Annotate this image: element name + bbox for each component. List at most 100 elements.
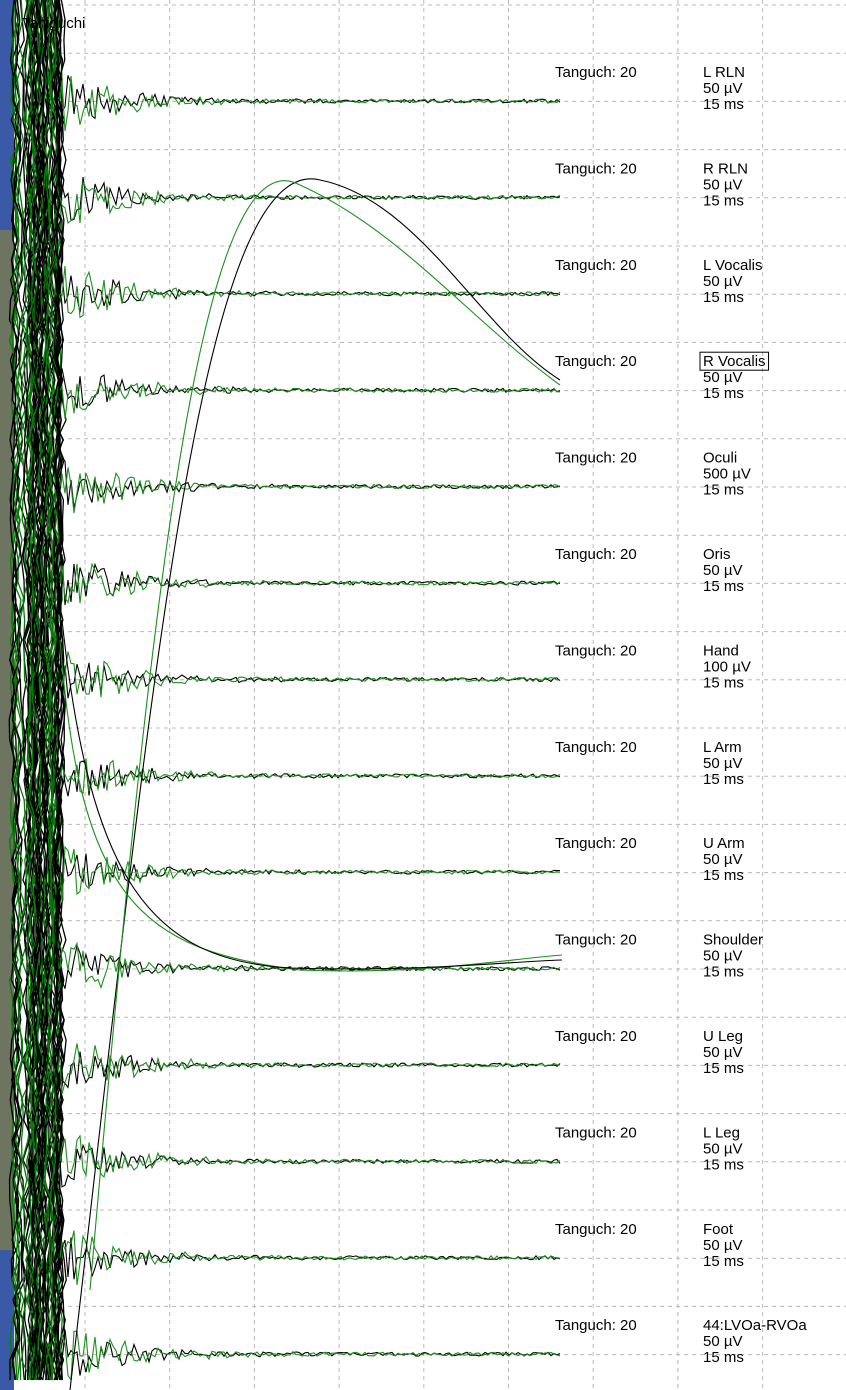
channel-gain: 50 µV	[703, 851, 743, 868]
artifact-trace	[53, 0, 65, 1381]
patient-title: Taniguchi	[22, 15, 85, 32]
channel-gain: 50 µV	[703, 562, 743, 579]
channel-source: Tanguch: 20	[555, 1221, 637, 1238]
channel-gain: 50 µV	[703, 80, 743, 97]
channel-source: Tanguch: 20	[555, 546, 637, 563]
channel-name: L Leg	[703, 1124, 740, 1141]
channel-trace	[59, 368, 561, 409]
channel-sweep: 15 ms	[703, 867, 744, 884]
artifact-trace	[31, 0, 43, 1381]
artifact-trace	[22, 0, 34, 1381]
channel-name: 44:LVOa-RVOa	[703, 1317, 807, 1334]
selection-box	[699, 351, 770, 371]
channel-gain: 50 µV	[703, 1237, 743, 1254]
channel-trace	[59, 758, 561, 795]
channel-trace	[59, 1330, 561, 1382]
channel-trace	[59, 1051, 561, 1089]
channel-trace	[59, 1043, 561, 1095]
channel-source: Tanguch: 20	[555, 739, 637, 756]
artifact-trace	[44, 0, 56, 1381]
overlay-curve	[89, 180, 561, 1291]
channel-trace	[59, 943, 561, 989]
channel-name: R Vocalis	[703, 353, 766, 370]
channel-sweep: 15 ms	[703, 192, 744, 209]
channel-trace	[59, 757, 561, 797]
channel-trace	[59, 76, 561, 132]
channel-sweep: 15 ms	[703, 1156, 744, 1173]
channel-source: Tanguch: 20	[555, 1317, 637, 1334]
channel-sweep: 15 ms	[703, 96, 744, 113]
artifact-trace	[39, 0, 51, 1381]
channel-source: Tanguch: 20	[555, 353, 637, 370]
channel-gain: 50 µV	[703, 1333, 743, 1350]
artifact-trace	[11, 0, 23, 1381]
channel-trace	[59, 180, 561, 225]
channel-sweep: 15 ms	[703, 482, 744, 499]
channel-gain: 500 µV	[703, 466, 751, 483]
channel-gain: 50 µV	[703, 176, 743, 193]
artifact-trace	[51, 0, 63, 1381]
channel-trace	[59, 381, 561, 419]
channel-name: U Arm	[703, 835, 745, 852]
artifact-trace	[37, 0, 49, 1381]
channel-sweep: 15 ms	[703, 771, 744, 788]
channel-name: Foot	[703, 1221, 734, 1238]
channel-source: Tanguch: 20	[555, 160, 637, 177]
traces	[8, 0, 563, 1390]
channel-name: Oris	[703, 546, 731, 563]
channel-trace	[59, 1143, 561, 1188]
channel-sweep: 15 ms	[703, 385, 744, 402]
channel-gain: 50 µV	[703, 1044, 743, 1061]
channel-source: Tanguch: 20	[555, 835, 637, 852]
channel-trace	[59, 562, 561, 604]
artifact-trace	[35, 0, 47, 1381]
channel-trace	[59, 274, 561, 313]
channel-gain: 100 µV	[703, 658, 751, 675]
channel-source: Tanguch: 20	[555, 64, 637, 81]
side-image	[0, 230, 14, 1250]
channel-source: Tanguch: 20	[555, 932, 637, 949]
channel-gain: 50 µV	[703, 369, 743, 386]
overlay-curve	[59, 639, 563, 972]
channel-name: Oculi	[703, 450, 737, 467]
channel-trace	[59, 75, 561, 120]
channel-trace	[59, 941, 561, 990]
channel-name: Shoulder	[703, 932, 763, 949]
channel-sweep: 15 ms	[703, 674, 744, 691]
channel-name: Hand	[703, 642, 739, 659]
channel-sweep: 15 ms	[703, 289, 744, 306]
channel-source: Tanguch: 20	[555, 450, 637, 467]
channel-name: U Leg	[703, 1028, 743, 1045]
artifact-trace	[8, 0, 20, 1381]
channel-name: L Arm	[703, 739, 742, 756]
channel-trace	[59, 1134, 561, 1179]
channel-source: Tanguch: 20	[555, 642, 637, 659]
channel-gain: 50 µV	[703, 1140, 743, 1157]
artifact-trace	[9, 0, 21, 1381]
channel-trace	[59, 467, 561, 514]
overlay-curve	[61, 619, 563, 970]
channel-trace	[59, 266, 561, 319]
channel-sweep: 15 ms	[703, 578, 744, 595]
channel-name: L RLN	[703, 64, 745, 81]
artifact-trace	[31, 0, 43, 1381]
channel-trace	[59, 1230, 561, 1286]
channel-trace	[59, 662, 561, 703]
channel-sweep: 15 ms	[703, 1349, 744, 1366]
channel-gain: 50 µV	[703, 948, 743, 965]
channel-sweep: 15 ms	[703, 1253, 744, 1270]
artifact-trace	[11, 0, 24, 1381]
channel-trace	[59, 845, 561, 903]
artifact-trace	[26, 0, 38, 1381]
channel-gain: 50 µV	[703, 755, 743, 772]
channel-source: Tanguch: 20	[555, 257, 637, 274]
overlay-curve	[69, 178, 561, 1390]
channel-trace	[59, 651, 560, 698]
channel-sweep: 15 ms	[703, 1060, 744, 1077]
channel-trace	[59, 1329, 561, 1376]
artifact-trace	[49, 0, 61, 1381]
channel-sweep: 15 ms	[703, 964, 744, 981]
